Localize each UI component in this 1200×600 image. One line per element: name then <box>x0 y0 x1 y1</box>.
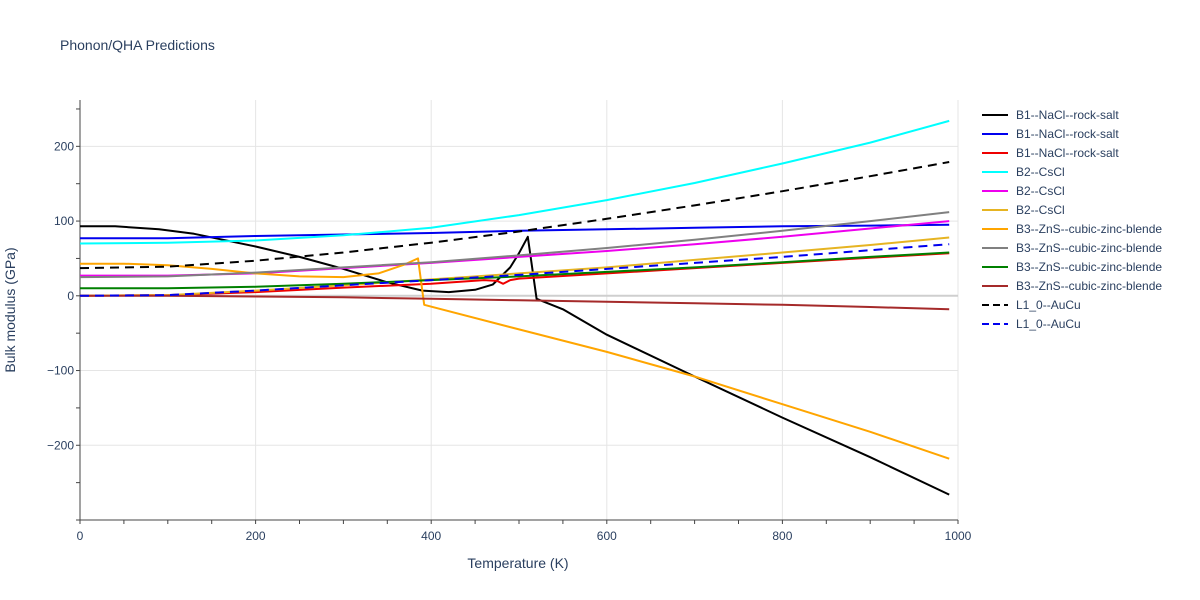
legend-label-3: B1--NaCl--rock-salt <box>1016 146 1119 160</box>
series-line-10 <box>80 294 950 311</box>
y-tick-label: 0 <box>67 289 74 303</box>
series-line-8 <box>79 211 950 279</box>
legend-label-11: L1_0--AuCu <box>1016 298 1081 312</box>
x-tick-label: 400 <box>421 529 441 543</box>
x-tick-label: 600 <box>597 529 617 543</box>
series-line-5 <box>80 220 950 277</box>
y-tick-label: 100 <box>54 214 74 228</box>
series-line-6 <box>79 236 950 297</box>
legend-label-6: B2--CsCl <box>1016 203 1065 217</box>
y-axis-label: Bulk modulus (GPa) <box>2 247 18 372</box>
axes <box>76 100 959 524</box>
legend-label-5: B2--CsCl <box>1016 184 1065 198</box>
series-line-4 <box>79 119 950 245</box>
legend-label-10: B3--ZnS--cubic-zinc-blende <box>1016 279 1162 293</box>
x-tick-label: 800 <box>772 529 792 543</box>
y-tick-label: −200 <box>47 438 74 452</box>
legend-label-7: B3--ZnS--cubic-zinc-blende <box>1016 222 1162 236</box>
chart-title: Phonon/QHA Predictions <box>60 37 215 53</box>
x-tick-label: 1000 <box>945 529 972 543</box>
x-tick-label: 0 <box>77 529 84 543</box>
legend: B1--NaCl--rock-salt B1--NaCl--rock-salt B1… <box>982 108 1162 331</box>
series-line-11 <box>79 161 950 270</box>
grid <box>80 100 959 520</box>
legend-label-2: B1--NaCl--rock-salt <box>1016 127 1119 141</box>
x-tick-label: 200 <box>246 529 266 543</box>
legend-label-9: B3--ZnS--cubic-zinc-blende <box>1016 260 1162 274</box>
x-axis-label: Temperature (K) <box>467 555 568 571</box>
tick-labels: 0 200 400 600 800 1000 −200 −100 0 100 200 <box>47 139 972 543</box>
legend-label-1: B1--NaCl--rock-salt <box>1016 108 1119 122</box>
legend-label-8: B3--ZnS--cubic-zinc-blende <box>1016 241 1162 255</box>
legend-label-4: B2--CsCl <box>1016 165 1065 179</box>
series-line-9 <box>80 251 950 290</box>
series-line-12 <box>79 243 950 297</box>
y-tick-label: −100 <box>47 364 74 378</box>
legend-label-12: L1_0--AuCu <box>1016 317 1081 331</box>
y-tick-label: 200 <box>54 139 74 153</box>
plot-lines <box>79 119 950 496</box>
series-line-1 <box>80 225 950 496</box>
